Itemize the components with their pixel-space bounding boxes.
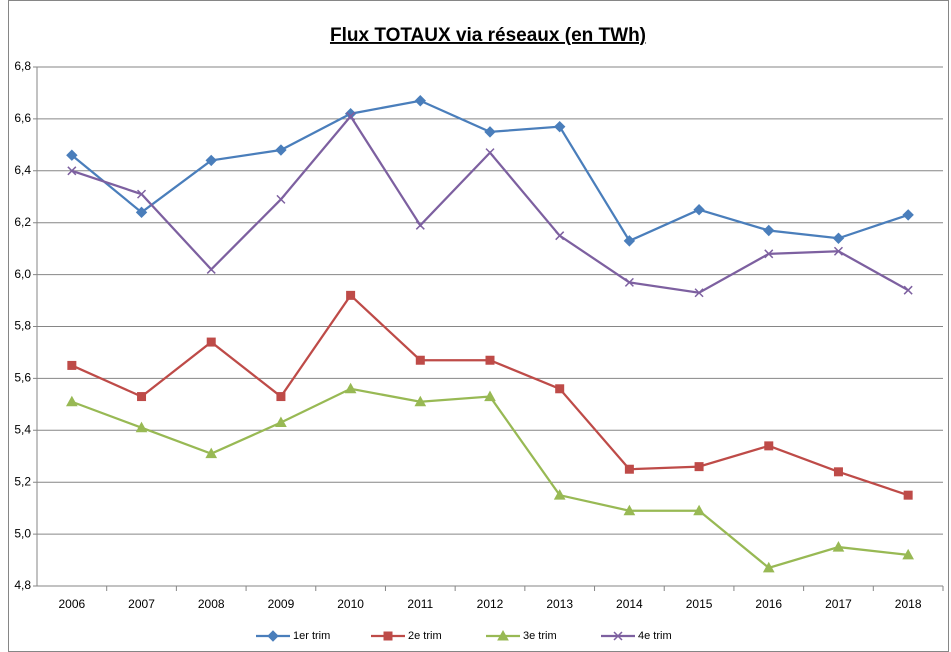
marker [833, 467, 843, 477]
marker [415, 355, 425, 365]
marker [137, 189, 147, 199]
marker [902, 209, 914, 221]
x-tick-label: 2014 [616, 597, 643, 611]
marker [693, 204, 705, 216]
marker [67, 166, 77, 176]
marker [832, 232, 845, 244]
marker [484, 390, 496, 402]
marker [206, 264, 216, 274]
marker [276, 194, 286, 204]
marker [762, 561, 775, 573]
marker [624, 277, 634, 287]
marker [346, 290, 356, 300]
legend-marker [613, 631, 623, 641]
marker [555, 384, 565, 394]
marker [623, 504, 636, 516]
chart-title: Flux TOTAUX via réseaux (en TWh) [330, 25, 646, 46]
marker [275, 416, 287, 428]
y-tick-label: 5,6 [14, 371, 31, 385]
x-tick-label: 2006 [58, 597, 85, 611]
marker [275, 144, 287, 156]
marker [555, 231, 565, 241]
x-tick-label: 2010 [337, 597, 364, 611]
marker [764, 249, 774, 259]
y-tick-label: 4,8 [14, 578, 31, 592]
x-tick-label: 2015 [686, 597, 713, 611]
x-tick-label: 2009 [268, 597, 295, 611]
marker [553, 120, 566, 133]
y-tick-label: 6,8 [14, 59, 31, 73]
legend-label: 1er trim [293, 630, 330, 642]
marker [135, 206, 148, 219]
x-tick-label: 2007 [128, 597, 155, 611]
y-tick-label: 6,0 [14, 267, 31, 281]
marker [135, 421, 148, 433]
y-tick-label: 5,8 [14, 319, 31, 333]
y-tick-label: 5,2 [14, 474, 31, 488]
marker [764, 441, 774, 451]
marker [693, 504, 705, 516]
marker [484, 126, 496, 138]
x-tick-label: 2018 [895, 597, 922, 611]
marker [903, 285, 913, 295]
legend-label: 2e trim [408, 630, 442, 642]
marker [137, 392, 147, 402]
legend-marker [267, 630, 279, 642]
y-tick-label: 5,4 [14, 422, 31, 436]
marker [415, 220, 425, 230]
marker [67, 360, 77, 370]
legend-marker [383, 631, 393, 641]
marker [344, 382, 357, 394]
marker [485, 355, 495, 365]
marker [694, 462, 704, 472]
x-tick-label: 2011 [407, 597, 433, 611]
marker [414, 95, 427, 107]
marker [833, 246, 843, 256]
y-tick-label: 6,2 [14, 215, 31, 229]
marker [903, 490, 913, 500]
legend-label: 4e trim [638, 630, 672, 642]
marker [414, 395, 427, 407]
marker [624, 464, 634, 474]
marker [553, 489, 566, 500]
marker [346, 111, 356, 121]
legend-label: 3e trim [523, 630, 557, 642]
marker [276, 392, 286, 402]
marker [205, 447, 218, 459]
marker [763, 224, 775, 237]
x-tick-label: 2013 [546, 597, 573, 611]
y-tick-label: 6,4 [14, 163, 31, 177]
marker [66, 149, 78, 161]
marker [205, 154, 217, 167]
x-tick-label: 2008 [198, 597, 225, 611]
marker [694, 288, 704, 298]
legend-marker [497, 629, 509, 641]
y-tick-label: 5,0 [14, 526, 31, 540]
x-tick-label: 2016 [755, 597, 782, 611]
y-tick-label: 6,6 [14, 111, 31, 125]
marker [902, 548, 915, 560]
x-tick-label: 2017 [825, 597, 852, 611]
marker [832, 541, 845, 552]
marker [623, 235, 636, 247]
marker [206, 337, 216, 347]
marker [65, 395, 78, 407]
marker [485, 148, 495, 158]
x-tick-label: 2012 [477, 597, 504, 611]
